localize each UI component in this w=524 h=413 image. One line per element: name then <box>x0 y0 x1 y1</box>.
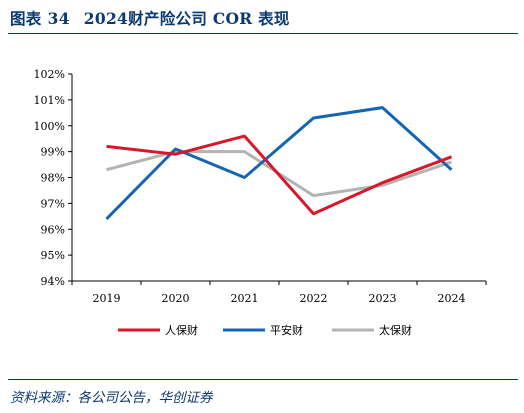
y-tick-label: 95% <box>41 249 65 262</box>
y-tick-label: 98% <box>41 172 65 185</box>
y-tick-label: 94% <box>41 275 65 288</box>
x-tick-label: 2024 <box>438 292 466 305</box>
x-axis: 2019 2020 2021 2022 2023 2024 <box>71 280 487 305</box>
y-tick-label: 101% <box>34 94 65 107</box>
y-tick-label: 97% <box>41 197 65 210</box>
x-tick-label: 2021 <box>231 292 259 305</box>
x-tick-label: 2019 <box>93 292 121 305</box>
x-tick-label: 2022 <box>300 292 328 305</box>
x-tick-label: 2023 <box>369 292 397 305</box>
source-note: 资料来源：各公司公告，华创证券 <box>10 390 213 406</box>
figure-title: 图表 34 2024财产险公司 COR 表现 <box>10 7 290 29</box>
series-line-2 <box>105 106 453 220</box>
series-lines <box>105 106 453 220</box>
y-axis: 94% 95% 96% 97% 98% 99% 100% 101% 102% <box>34 68 73 288</box>
legend: 人保财 平安财 太保财 <box>118 323 412 337</box>
x-tick-label: 2020 <box>162 292 190 305</box>
figure-title-text: 2024财产险公司 COR 表现 <box>83 9 290 28</box>
y-tick-label: 100% <box>34 120 65 133</box>
y-tick-label: 99% <box>41 146 65 159</box>
y-tick-label: 102% <box>34 68 65 81</box>
y-tick-label: 96% <box>41 223 65 236</box>
figure-label: 图表 <box>10 9 42 28</box>
figure-number: 34 <box>47 9 70 28</box>
series-line-1 <box>106 134 453 216</box>
legend-label: 太保财 <box>379 323 412 337</box>
legend-label: 人保财 <box>165 323 198 337</box>
legend-label: 平安财 <box>270 323 303 337</box>
source-rule <box>8 379 518 380</box>
title-rule <box>8 33 518 34</box>
